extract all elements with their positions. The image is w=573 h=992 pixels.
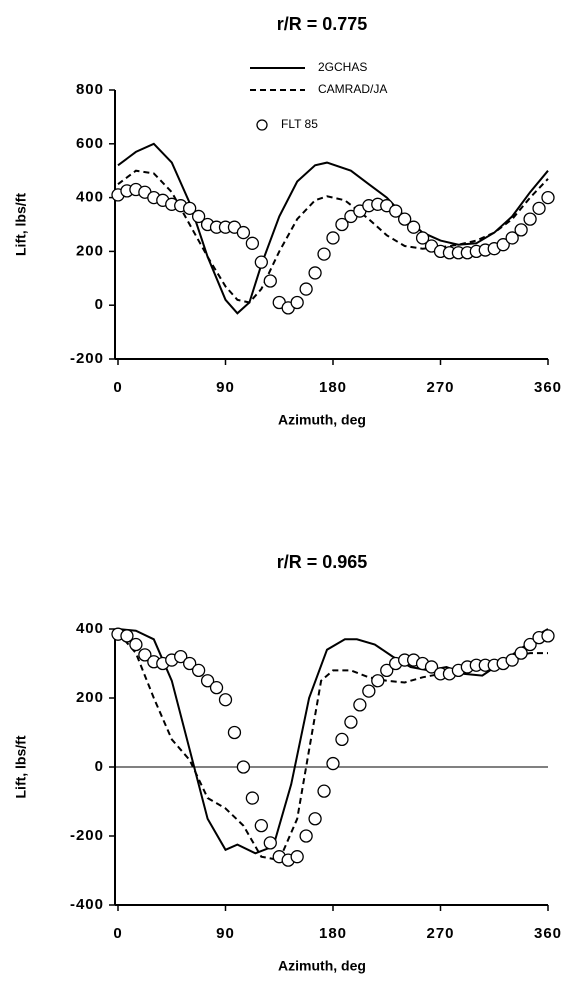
data-point (326, 756, 340, 771)
legend-marker (256, 119, 268, 131)
x-tick-label: 0 (113, 925, 122, 942)
line-series (117, 628, 549, 855)
data-point (254, 819, 268, 833)
data-point (317, 784, 331, 798)
data-point (541, 190, 555, 205)
data-point (424, 660, 439, 674)
data-point (263, 836, 277, 850)
chart-title: r/R = 0.775 (277, 14, 368, 34)
data-point (227, 725, 242, 740)
x-tick-label: 90 (216, 925, 235, 942)
x-tick-label: 360 (534, 379, 562, 396)
legend-label: FLT 85 (281, 117, 318, 131)
y-axis-label: Lift, lbs/ft (13, 193, 29, 256)
data-point (191, 209, 206, 224)
data-point (236, 760, 251, 774)
data-point (371, 674, 385, 688)
data-point (299, 282, 313, 296)
data-point (183, 201, 197, 216)
data-point (406, 220, 421, 234)
data-point (505, 653, 519, 667)
y-tick-label: 400 (76, 189, 104, 206)
data-point (353, 698, 367, 712)
data-point (523, 212, 537, 226)
data-point (174, 649, 188, 664)
y-axis-label: Lift, lbs/ft (13, 735, 29, 798)
data-point (335, 732, 349, 747)
data-point (362, 684, 376, 698)
data-point (505, 231, 519, 245)
data-point (496, 238, 510, 252)
data-point (389, 204, 403, 218)
data-point (380, 663, 394, 678)
data-point (398, 212, 412, 226)
x-tick-label: 180 (319, 379, 347, 396)
data-point (263, 274, 277, 288)
data-point (200, 674, 215, 688)
x-axis-label: Azimuth, deg (278, 958, 366, 974)
y-tick-label: 400 (76, 620, 104, 637)
data-point (317, 247, 331, 261)
data-point (308, 266, 322, 280)
x-axis-label: Azimuth, deg (278, 412, 366, 428)
data-point (254, 255, 268, 269)
data-point (335, 217, 349, 232)
legend-label: CAMRAD/JA (318, 82, 387, 96)
y-tick-label: -200 (70, 350, 104, 367)
y-tick-label: 200 (76, 689, 104, 706)
data-point (183, 656, 197, 671)
x-tick-label: 360 (534, 925, 562, 942)
x-tick-label: 180 (319, 925, 347, 942)
y-tick-label: 800 (76, 81, 104, 98)
y-tick-label: 600 (76, 135, 104, 152)
data-point (245, 236, 260, 250)
data-point (129, 637, 143, 652)
x-tick-label: 0 (113, 379, 122, 396)
data-point (514, 223, 528, 237)
data-point (218, 693, 233, 707)
data-point (299, 829, 313, 843)
y-tick-label: -400 (70, 896, 104, 913)
data-point (290, 295, 304, 310)
data-point (245, 791, 260, 805)
data-point (541, 629, 555, 643)
line-series (117, 142, 549, 315)
x-tick-label: 270 (426, 925, 454, 942)
data-point (209, 681, 224, 695)
data-point (138, 648, 152, 662)
legend-label: 2GCHAS (318, 60, 367, 74)
line-series (117, 169, 549, 304)
data-point (290, 850, 304, 864)
y-tick-label: -200 (70, 827, 104, 844)
data-point (514, 646, 528, 660)
chart-title: r/R = 0.965 (277, 552, 368, 572)
data-point (532, 201, 546, 216)
data-point (191, 663, 206, 678)
data-point (326, 231, 340, 245)
y-tick-label: 200 (76, 242, 104, 259)
data-point (236, 225, 251, 240)
data-point (308, 812, 322, 826)
data-point (415, 231, 430, 245)
y-tick-label: 0 (95, 296, 104, 313)
data-point (120, 629, 134, 643)
y-tick-label: 0 (95, 758, 104, 775)
x-tick-label: 90 (216, 379, 235, 396)
data-point (344, 715, 358, 729)
data-point (523, 637, 537, 652)
x-tick-label: 270 (426, 379, 454, 396)
